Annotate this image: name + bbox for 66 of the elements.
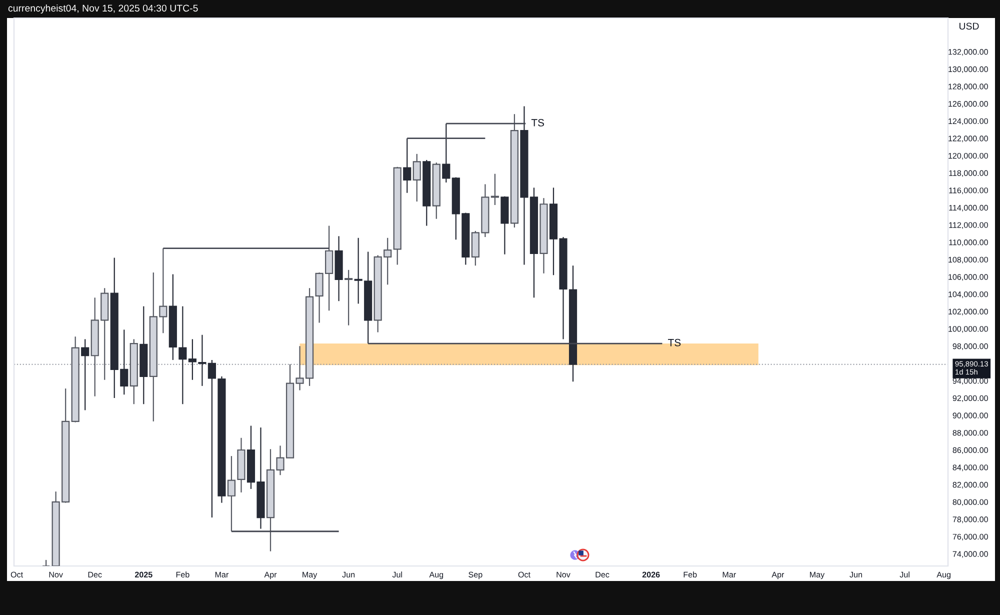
y-tick-label: 84,000.00 — [952, 464, 988, 472]
x-tick-label: May — [810, 572, 825, 580]
y-axis-title: USD — [959, 22, 979, 30]
candlestick — [208, 359, 216, 518]
x-tick-label: Feb — [684, 572, 697, 578]
y-tick-label: 122,000.00 — [948, 136, 988, 142]
x-tick-label: Nov — [556, 572, 570, 578]
y-tick-label: 112,000.00 — [949, 222, 988, 229]
y-tick-label: 98,000.00 — [952, 343, 988, 350]
x-tick-label: Jul — [900, 572, 910, 578]
x-tick-label: Jun — [850, 572, 862, 578]
candlestick — [490, 173, 499, 206]
candlestick — [403, 138, 412, 194]
x-tick-label: Oct — [518, 572, 530, 578]
y-tick-label: 80,000.00 — [952, 499, 988, 506]
x-tick-label: Dec — [88, 572, 102, 578]
text: currencyheist04, Nov 15, 2025 04:30 UTC-5 — [8, 4, 198, 14]
x-tick-label: May — [302, 572, 318, 580]
y-tick-label: 114,000.00 — [949, 204, 988, 212]
y-tick-label: 102,000.00 — [948, 308, 988, 316]
candlestick — [188, 338, 196, 380]
y-tick-label: 106,000.00 — [948, 274, 988, 281]
x-tick-label: Sep — [468, 572, 482, 580]
x-tick-label: Apr — [772, 572, 784, 580]
y-tick-label: 128,000.00 — [948, 84, 988, 90]
x-tick-label: Nov — [49, 572, 63, 578]
y-tick-label: 88,000.00 — [952, 430, 988, 437]
y-tick-label: 100,000.00 — [948, 326, 988, 333]
x-tick-label: Aug — [429, 572, 444, 580]
candlestick — [344, 269, 353, 326]
x-tick-label: Jun — [342, 572, 355, 578]
candlestick — [198, 334, 206, 386]
y-tick-label: 76,000.00 — [952, 534, 988, 541]
y-tick-label: 130,000.00 — [948, 66, 988, 74]
x-tick-label: Apr — [264, 572, 277, 580]
x-tick-label: Mar — [215, 572, 229, 578]
x-tick-label: Aug — [936, 572, 950, 580]
candlestick — [442, 123, 450, 184]
annotation: TS — [668, 338, 681, 346]
y-tick-label: 124,000.00 — [948, 118, 988, 125]
y-tick-label: 108,000.00 — [948, 256, 988, 264]
y-tick-label: 104,000.00 — [948, 291, 988, 298]
x-tick-label: 2025 — [134, 572, 152, 578]
y-tick-label: 74,000.00 — [952, 551, 988, 558]
y-tick-label: 78,000.00 — [952, 516, 988, 524]
y-tick-label: 132,000.00 — [948, 49, 988, 56]
candlestick — [178, 306, 187, 405]
x-tick-label: Mar — [722, 572, 736, 578]
x-tick-label: Oct — [10, 572, 23, 578]
y-tick-label: 118,000.00 — [949, 170, 988, 177]
y-tick-label: 92,000.00 — [952, 395, 988, 402]
y-tick-label: 90,000.00 — [952, 412, 988, 420]
candlestick — [81, 338, 90, 411]
y-tick-label: 94,000.00 — [952, 378, 988, 385]
y-tick-label: 110,000.00 — [949, 240, 988, 246]
x-tick-label: Dec — [596, 572, 610, 578]
y-tick-label: 126,000.00 — [948, 101, 988, 108]
x-tick-label: Feb — [176, 572, 190, 578]
y-tick-label: 120,000.00 — [948, 152, 988, 160]
y-tick-label: 86,000.00 — [952, 447, 988, 454]
y-tick-label: 116,000.00 — [949, 188, 988, 194]
x-tick-label: Jul — [392, 572, 402, 578]
y-tick-label: 82,000.00 — [952, 482, 988, 489]
candlestick — [412, 153, 421, 202]
x-tick-label: 2026 — [642, 572, 660, 578]
annotation: TS — [531, 119, 544, 126]
